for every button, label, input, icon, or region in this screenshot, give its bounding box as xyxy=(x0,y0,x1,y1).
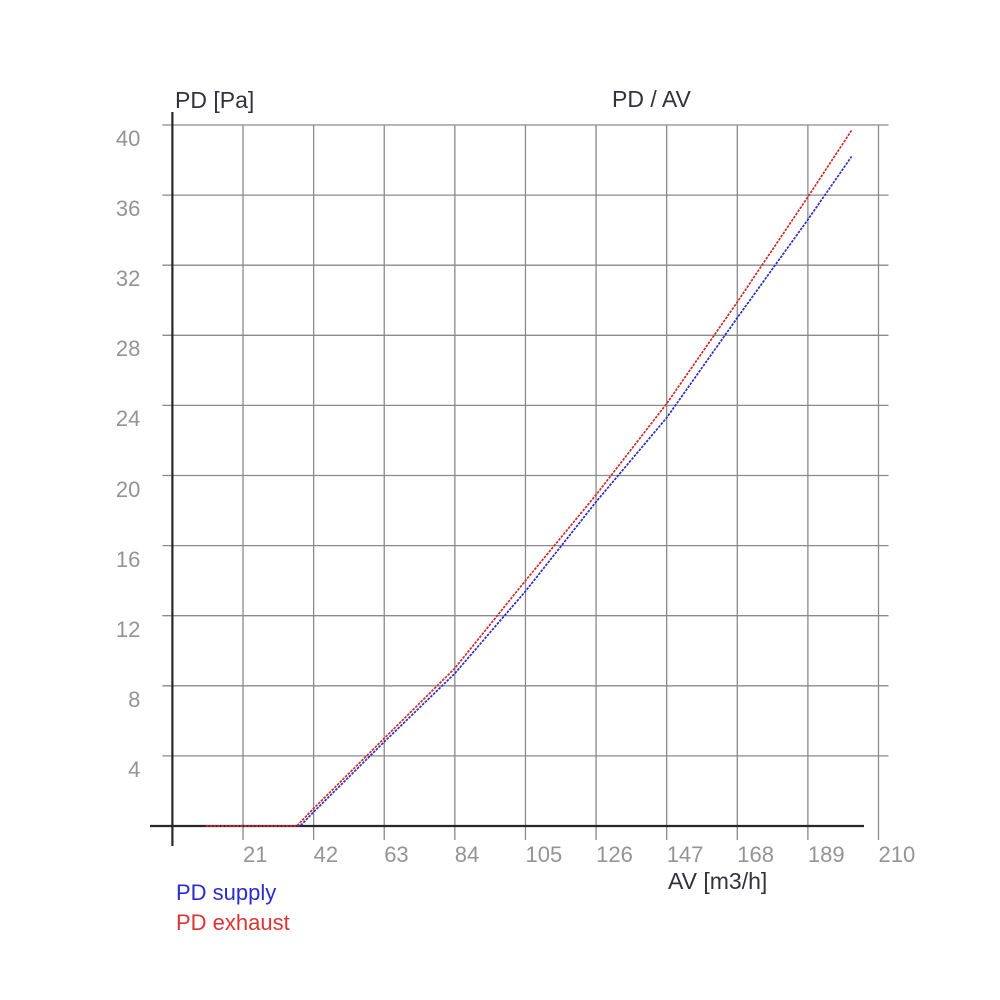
grid-lines xyxy=(162,124,889,840)
x-axis-label: AV [m3/h] xyxy=(668,868,768,894)
x-tick-label: 84 xyxy=(454,842,480,867)
y-tick-label: 24 xyxy=(115,406,141,432)
x-tick-label: 42 xyxy=(313,842,339,867)
y-tick-label: 12 xyxy=(115,616,141,642)
x-tick-label: 168 xyxy=(737,842,775,867)
y-tick-label: 4 xyxy=(128,756,141,782)
series-lines xyxy=(206,129,853,827)
x-tick-label: 126 xyxy=(596,842,633,867)
y-tick-label: 28 xyxy=(115,336,141,362)
x-tick-label: 147 xyxy=(666,842,704,867)
x-tick-label: 63 xyxy=(384,842,409,867)
legend-item-exhaust: PD exhaust xyxy=(176,910,290,935)
x-tick-label: 189 xyxy=(807,842,845,867)
y-tick-label: 8 xyxy=(128,686,141,712)
y-tick-label: 36 xyxy=(115,196,141,222)
x-tick-label: 105 xyxy=(525,842,563,867)
y-tick-label: 32 xyxy=(115,266,141,292)
axes xyxy=(150,112,864,846)
chart-title: PD / AV xyxy=(612,86,691,112)
x-tick-label: 21 xyxy=(243,842,268,867)
y-tick-label: 20 xyxy=(115,476,141,502)
y-tick-label: 40 xyxy=(115,126,141,151)
legend-item-supply: PD supply xyxy=(176,880,277,905)
y-tick-label: 16 xyxy=(115,546,141,572)
y-axis-label: PD [Pa] xyxy=(175,87,255,113)
x-tick-label: 210 xyxy=(878,842,916,867)
